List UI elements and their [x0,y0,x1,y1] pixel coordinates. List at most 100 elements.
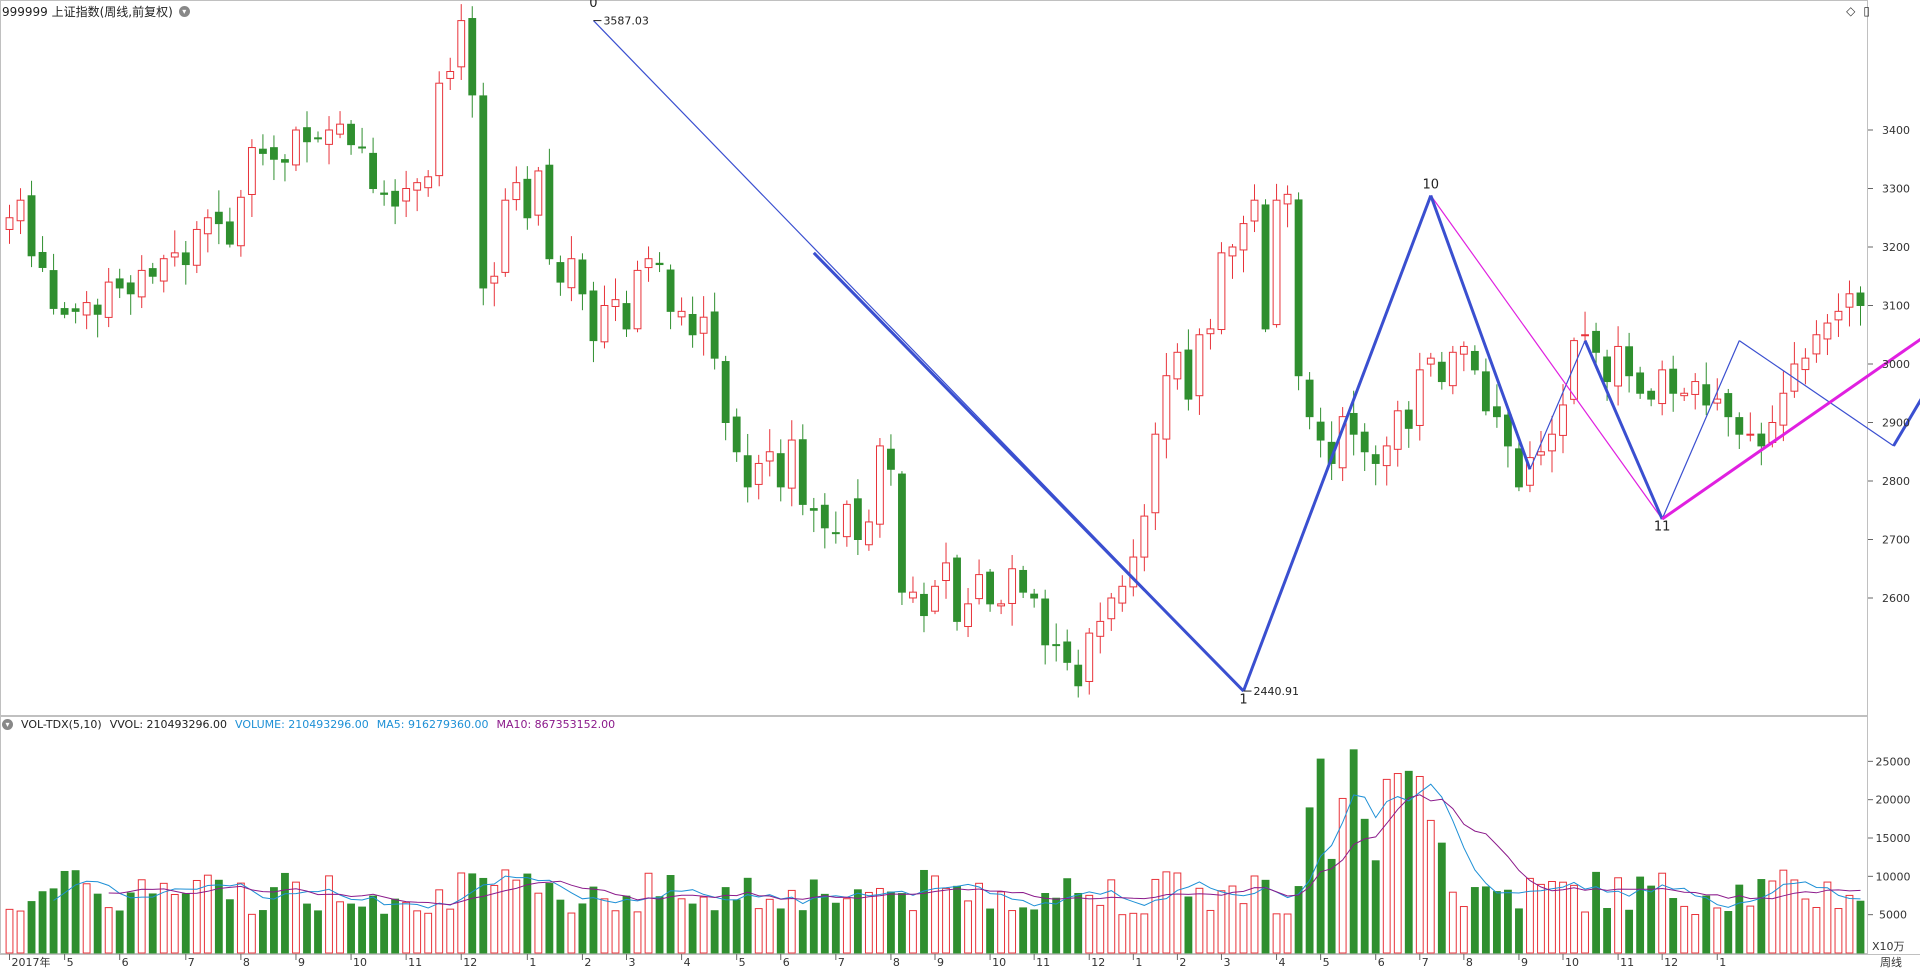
volume-bar [1162,871,1171,954]
volume-bar [1085,894,1094,954]
candle-body [1008,568,1017,604]
volume-bar [1140,913,1149,954]
volume-value: VOLUME: 210493296.00 [235,717,369,731]
candle-body [1404,409,1413,429]
volume-bar [655,896,664,954]
candle-body [1757,433,1766,447]
candle-body [589,290,598,342]
candle-body [1834,310,1843,321]
volume-bar [1746,905,1755,954]
time-tick-label: 3 [1223,956,1230,969]
candle-body [314,137,322,140]
candle-body [1581,334,1589,337]
time-tick-label: 6 [1378,956,1385,969]
price-annotation: 2440.91 [1253,685,1299,698]
volume-bar [468,873,477,954]
candle-body [842,503,851,538]
volume-bar [1603,907,1611,954]
candle-body [1515,448,1523,488]
volume-bar [986,908,995,954]
volume-bar [931,875,939,954]
candle-body [1250,199,1259,222]
volume-bar [446,908,455,954]
candle-body [1823,322,1832,340]
volume-bar [920,869,928,954]
candle-body [1360,431,1369,453]
candle-body [104,281,113,318]
candle-body [787,439,796,489]
candle-body [1305,379,1314,418]
candle-body [820,504,829,529]
volume-bar [1504,889,1512,954]
volume-bar [997,891,1006,954]
candle-body [1658,369,1667,405]
volume-bar [1360,818,1369,954]
volume-bar [545,883,554,954]
volume-bar [1184,896,1193,954]
candle-body [512,182,521,201]
volume-bar [1404,770,1413,954]
panel-icon[interactable]: ▯ [1863,4,1870,18]
candle-body [1448,351,1457,387]
volume-bar [688,903,697,954]
volume-bar [1669,898,1678,954]
candle-body [192,228,201,266]
wave-label: 1 [1239,692,1247,707]
candle-body [710,311,719,359]
candle-body [1680,392,1689,397]
volume-bar [1647,885,1656,954]
volume-bar [1691,914,1700,954]
volume-bar [578,903,587,954]
candle-body [347,123,355,146]
candle-body [358,146,366,149]
diamond-icon[interactable]: ◇ [1846,4,1856,18]
time-tick-label: 8 [893,956,900,969]
volume-bar [1845,894,1854,954]
candle-body [1239,223,1248,251]
time-tick-label: 1 [1135,956,1142,969]
volume-bar [49,888,58,954]
candle-body [1283,193,1292,205]
time-tick-label: 8 [243,956,250,969]
candle-body [1492,406,1501,418]
price-tick-label: 2700 [1882,534,1910,547]
volume-bar [1735,884,1744,954]
wave-line-magenta [1430,195,1663,520]
volume-bar [82,883,91,954]
ma5-value: MA5: 916279360.00 [376,717,489,731]
volume-bar [270,887,278,954]
volume-bar [347,903,355,954]
candle-body [1592,330,1600,353]
candle-body [236,196,245,247]
chevron-down-icon[interactable]: ▾ [178,5,190,17]
candle-body [732,416,741,453]
volume-bar [38,891,47,954]
volume-bar [1537,883,1545,954]
volume-bar [413,910,422,954]
candle-body [567,258,576,289]
candle-body [16,199,25,222]
volume-tick-label: 5000 [1879,909,1907,922]
volume-bar [5,908,14,954]
volume-bar [1559,881,1567,954]
volume-bar [1768,880,1777,954]
volume-bar [644,872,653,954]
candle-body [49,270,58,309]
top-right-tools: ◇ ▯ [1846,4,1870,18]
wave-line-blue [1738,340,1894,447]
volume-bar [1702,895,1711,954]
volume-bar [677,898,686,954]
candle-body [699,316,708,334]
axis-layer: 2600 2700 2800 2900 3000 3100 3200 3300 3400 5000… [9,124,1911,969]
volume-bar [1041,893,1050,954]
volume-bar [1823,881,1832,954]
volume-ma5-line [53,783,1861,909]
candle-body [523,178,532,219]
wave-line-heavy [1429,195,1532,470]
volume-bar [975,882,983,954]
volume-bar [1812,906,1821,954]
candle-body [765,451,774,462]
chevron-down-icon[interactable]: ▾ [2,718,13,730]
